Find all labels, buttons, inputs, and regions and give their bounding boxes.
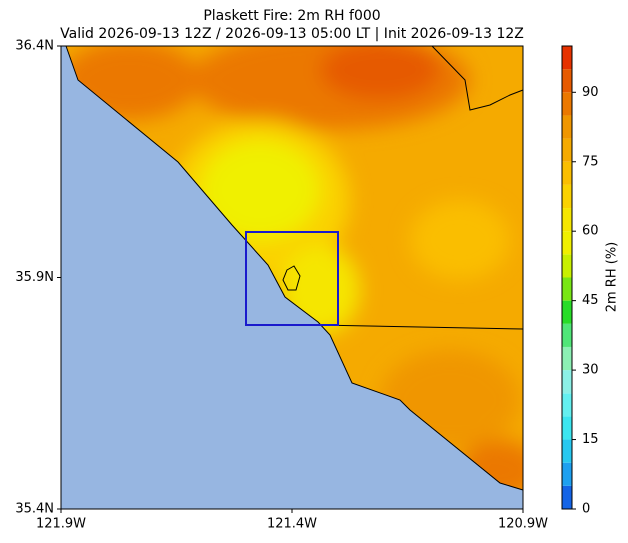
colorbar-band: [562, 92, 572, 116]
colorbar-label: 2m RH (%): [605, 242, 620, 313]
colorbar-band: [562, 439, 572, 463]
colorbar-tick-label: 90: [582, 85, 599, 100]
colorbar-tick-label: 15: [582, 432, 599, 447]
colorbar-band: [562, 416, 572, 440]
title: Plaskett Fire: 2m RH f000: [203, 8, 380, 24]
colorbar-tick-label: 75: [582, 154, 599, 169]
x-tick-label: 121.9W: [36, 517, 86, 532]
colorbar-tick-label: 60: [582, 224, 599, 239]
y-tick-label: 35.4N: [15, 502, 54, 517]
colorbar-band: [562, 46, 572, 70]
colorbar-band: [562, 208, 572, 232]
subtitle: Valid 2026-09-13 12Z / 2026-09-13 05:00 …: [60, 26, 524, 42]
x-tick-label: 121.4W: [267, 517, 317, 532]
colorbar-tick-label: 45: [582, 293, 599, 308]
colorbar: 0 15 30 45 60 75 90: [561, 45, 599, 517]
colorbar-band: [562, 323, 572, 347]
boundaries: [65, 45, 524, 491]
colorbar-tick-label: 30: [582, 363, 599, 378]
y-tick-label: 36.4N: [15, 39, 54, 54]
colorbar-band: [562, 393, 572, 417]
colorbar-band: [562, 254, 572, 278]
colorbar-frame: [561, 45, 573, 510]
y-tick-label: 35.9N: [15, 270, 54, 285]
colorbar-band: [562, 138, 572, 162]
colorbar-band: [562, 69, 572, 93]
x-tick-label: 120.9W: [498, 517, 548, 532]
fire-box: [245, 231, 339, 326]
colorbar-band: [562, 184, 572, 209]
colorbar-band: [562, 370, 572, 394]
colorbar-band: [562, 161, 572, 185]
colorbar-band: [562, 300, 572, 324]
colorbar-band: [562, 485, 572, 509]
colorbar-band: [562, 231, 572, 255]
colorbar-band: [562, 277, 572, 301]
colorbar-band: [562, 115, 572, 139]
colorbar-band: [562, 346, 572, 371]
colorbar-tick-label: 0: [582, 502, 590, 517]
colorbar-band: [562, 462, 572, 486]
rh-field: [66, 46, 523, 490]
